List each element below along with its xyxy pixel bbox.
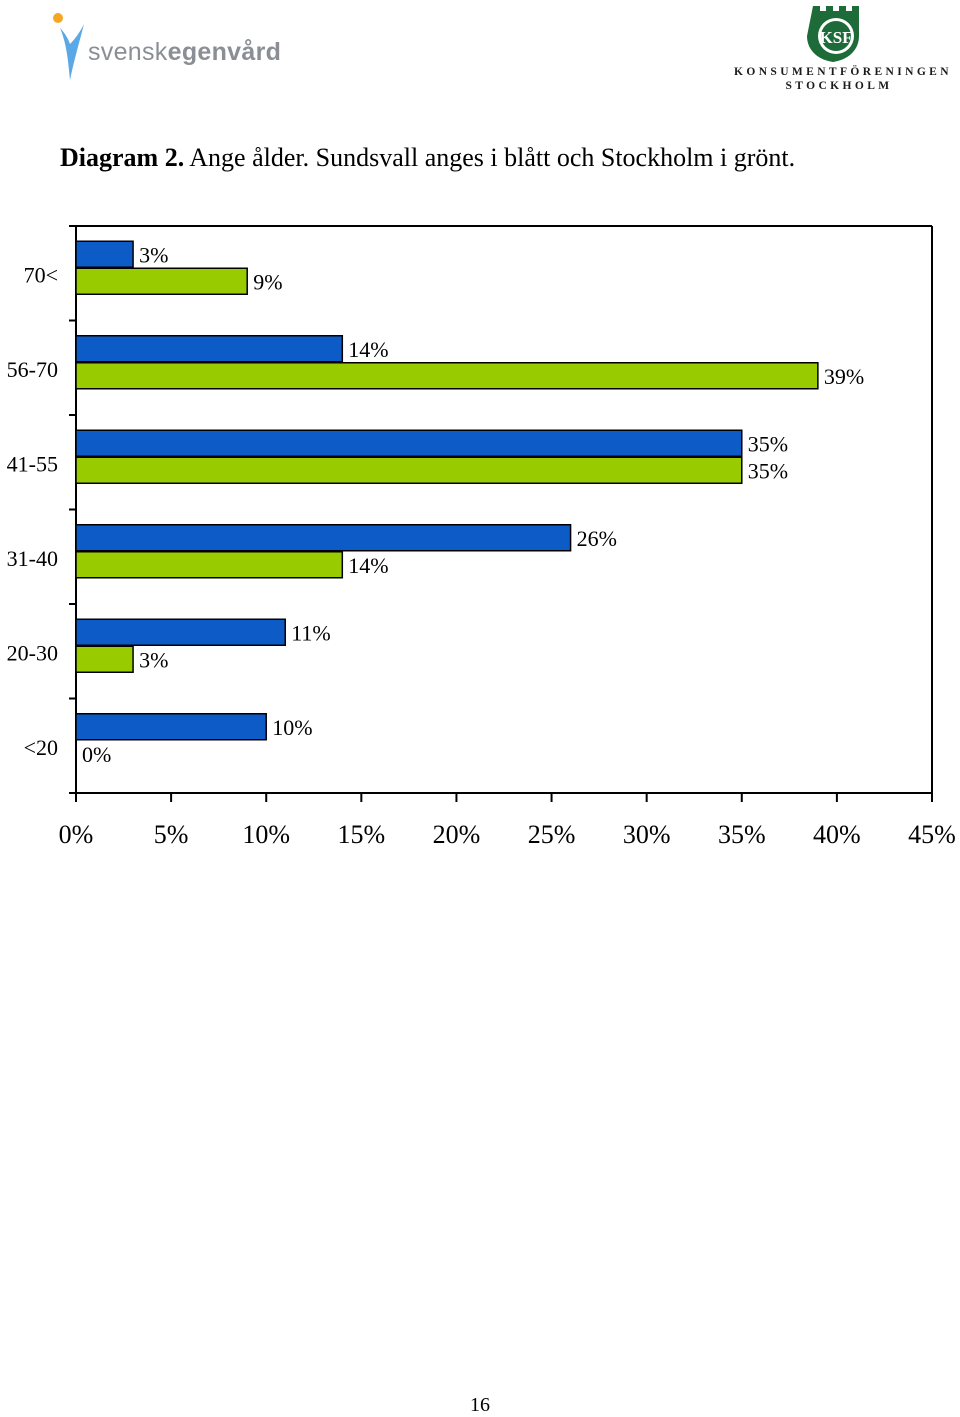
chart-caption: Diagram 2. Ange ålder. Sundsvall anges i… (60, 143, 795, 173)
category-label: <20 (24, 735, 58, 760)
bar (75, 335, 344, 363)
bar (75, 524, 572, 552)
emblem-text: KSF (819, 28, 852, 47)
svensk-egenvard-logo: svenskegenvård (50, 10, 320, 82)
x-tick-label: 25% (528, 820, 576, 849)
data-label: 14% (348, 337, 388, 362)
category-label: 31-40 (7, 546, 58, 571)
data-label: 35% (748, 458, 788, 483)
x-tick-label: 10% (242, 820, 290, 849)
caption-text: Ange ålder. Sundsvall anges i blått och … (189, 143, 796, 172)
x-tick-label: 5% (154, 820, 189, 849)
bar (75, 429, 743, 457)
data-label: 0% (82, 742, 111, 767)
x-tick-label: 45% (908, 820, 956, 849)
category-label: 56-70 (7, 357, 58, 382)
logo-wordmark: svenskegenvård (88, 38, 282, 66)
x-tick-label: 35% (718, 820, 766, 849)
bar (75, 645, 134, 673)
data-label: 35% (748, 431, 788, 456)
bar (75, 267, 248, 295)
data-label: 10% (272, 715, 312, 740)
person-figure-icon (53, 13, 84, 80)
data-label: 3% (139, 647, 168, 672)
org-name-line2: STOCKHOLM (785, 80, 893, 92)
bar (75, 240, 134, 268)
data-label: 39% (824, 364, 864, 389)
data-label: 26% (577, 526, 617, 551)
data-label: 3% (139, 242, 168, 267)
castle-emblem-icon: KSF (807, 6, 859, 62)
page-number: 16 (470, 1394, 490, 1416)
bar (75, 362, 819, 390)
x-tick-label: 15% (337, 820, 385, 849)
org-name-line1: KONSUMENTFÖRENINGEN (734, 66, 952, 78)
x-tick-label: 30% (623, 820, 671, 849)
data-label: 14% (348, 553, 388, 578)
caption-label: Diagram 2. (60, 143, 185, 172)
data-label: 9% (253, 269, 282, 294)
x-tick-label: 20% (433, 820, 481, 849)
ksf-logo: KSF KONSUMENTFÖRENINGEN STOCKHOLM (734, 2, 952, 94)
bar (75, 713, 267, 741)
category-label: 70< (24, 262, 58, 287)
category-label: 41-55 (7, 451, 58, 476)
category-label: 20-30 (7, 640, 58, 665)
x-tick-label: 0% (59, 820, 94, 849)
x-tick-label: 40% (813, 820, 861, 849)
bar (75, 551, 344, 579)
bar (75, 456, 743, 484)
data-label: 11% (291, 620, 331, 645)
bar (75, 618, 286, 646)
age-bar-chart: 0% 5% 10% 15% 20% 25% 30% 35% 40% 45% 70< 3% 9% 56-70… (7, 225, 956, 849)
